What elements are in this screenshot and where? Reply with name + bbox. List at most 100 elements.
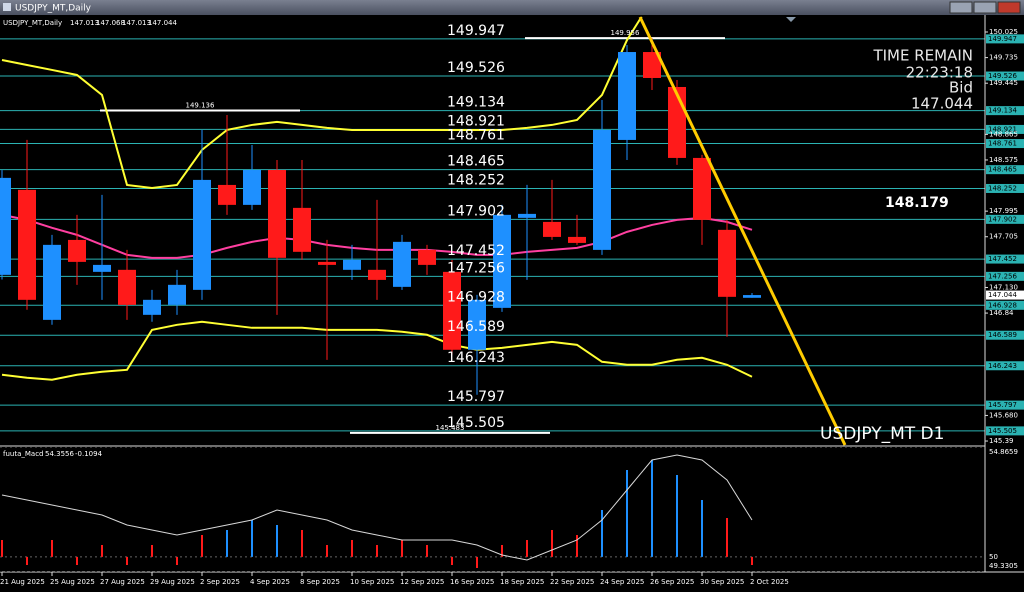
- signal-line: [1, 454, 753, 561]
- x-tick-label: 27 Aug 2025: [100, 578, 145, 586]
- close-button[interactable]: [997, 1, 1021, 14]
- level-label: 147.452: [447, 243, 505, 259]
- level-axis-label: 146.243: [988, 362, 1017, 370]
- candle-body: [593, 129, 611, 250]
- level-label: 149.526: [447, 60, 505, 76]
- x-tick-label: 10 Sep 2025: [350, 578, 394, 586]
- y-tick-label: 54.8659: [989, 448, 1018, 456]
- level-axis-box: [986, 124, 1024, 134]
- candle-body: [618, 52, 636, 140]
- candle-body: [43, 244, 61, 320]
- y-tick-label: 147.130: [989, 283, 1018, 291]
- level-axis-label: 145.505: [988, 427, 1017, 435]
- candle-body: [643, 52, 661, 78]
- marked-level-label: 149.956: [611, 29, 640, 37]
- candle-body: [0, 177, 11, 275]
- header-low: 147.013: [122, 19, 151, 27]
- time-remain-label: TIME REMAIN: [872, 47, 973, 65]
- level-axis-label: 148.252: [988, 184, 1017, 192]
- level-label: 145.505: [447, 415, 505, 431]
- candle-body: [143, 299, 161, 315]
- trend-line: [638, 16, 847, 446]
- marked-level-label: 149.136: [186, 101, 215, 109]
- y-tick-label: 145.680: [989, 411, 1018, 419]
- shift-marker: [786, 17, 796, 22]
- y-tick-label: 49.3305: [989, 562, 1018, 570]
- y-tick-label: 149.445: [989, 79, 1018, 87]
- macd-header-value: -0.1094: [75, 450, 103, 458]
- level-label: 148.921: [447, 113, 505, 129]
- x-tick-label: 29 Aug 2025: [150, 578, 195, 586]
- level-axis-label: 147.902: [988, 215, 1017, 223]
- level-label: 148.465: [447, 154, 505, 170]
- x-tick-label: 8 Sep 2025: [300, 578, 340, 586]
- candle-body: [718, 229, 736, 297]
- y-tick-label: 145.39: [989, 437, 1014, 445]
- level-axis-box: [986, 400, 1024, 410]
- level-axis-box: [986, 254, 1024, 264]
- candle-body: [218, 184, 236, 205]
- levels-layer: [0, 37, 985, 434]
- level-axis-box: [986, 214, 1024, 224]
- x-tick-label: 21 Aug 2025: [0, 578, 45, 586]
- time-remain: 22:23:18: [906, 64, 973, 82]
- macd-header-value: 54.3556: [45, 450, 74, 458]
- level-axis-box: [986, 139, 1024, 149]
- x-tick-label: 25 Aug 2025: [50, 578, 95, 586]
- window-title: USDJPY_MT,Daily: [15, 4, 92, 14]
- level-axis-box: [986, 106, 1024, 116]
- candle-body: [168, 284, 186, 305]
- y-tick-label: 149.735: [989, 54, 1018, 62]
- candle-body: [268, 169, 286, 258]
- level-axis-label: 149.134: [988, 107, 1017, 115]
- y-tick-label: 50: [989, 553, 998, 561]
- indicator-line: [1, 320, 753, 381]
- x-tick-label: 18 Sep 2025: [500, 578, 544, 586]
- y-tick-label: 148.865: [989, 130, 1018, 138]
- candle-body: [568, 236, 586, 243]
- maximize-button[interactable]: [973, 1, 997, 14]
- level-axis-box: [986, 71, 1024, 81]
- x-tick-label: 2 Oct 2025: [750, 578, 789, 586]
- candles-layer: [0, 38, 761, 395]
- level-axis-label: 148.465: [988, 166, 1017, 174]
- candle-body: [393, 241, 411, 287]
- y-tick-label: 148.575: [989, 156, 1018, 164]
- level-axis-label: 149.526: [988, 72, 1017, 80]
- level-label: 147.902: [447, 203, 505, 219]
- candle-body: [118, 269, 136, 305]
- candle-body: [343, 259, 361, 270]
- indicator-line: [1, 17, 643, 189]
- level-axis-label: 149.947: [988, 35, 1017, 43]
- level-axis-label: 148.921: [988, 125, 1017, 133]
- candle-body: [468, 299, 486, 350]
- y-tick-label: 150.025: [989, 28, 1018, 36]
- level-label: 146.243: [447, 350, 505, 366]
- candle-body: [68, 239, 86, 262]
- candle-body: [293, 207, 311, 252]
- level-label: 145.797: [447, 389, 505, 405]
- header-close: 147.044: [148, 19, 177, 27]
- minimize-button[interactable]: [949, 1, 973, 14]
- window-icon: [3, 3, 11, 11]
- candle-body: [543, 221, 561, 237]
- level-label: 148.761: [447, 128, 505, 144]
- current-price-label: 147.044: [988, 291, 1017, 299]
- axis-layer: 149.947149.526149.134148.921148.761148.4…: [0, 28, 1024, 586]
- candle-body: [693, 157, 711, 220]
- candle-body: [743, 295, 761, 298]
- level-label: 146.928: [447, 289, 505, 305]
- bid-value: 147.044: [911, 95, 973, 113]
- x-tick-label: 26 Sep 2025: [650, 578, 694, 586]
- header-open: 147.013: [70, 19, 99, 27]
- level-axis-box: [986, 271, 1024, 281]
- level-label: 148.252: [447, 172, 505, 188]
- x-tick-label: 12 Sep 2025: [400, 578, 444, 586]
- candle-body: [318, 261, 336, 265]
- level-label: 149.134: [447, 95, 505, 111]
- x-tick-label: 24 Sep 2025: [600, 578, 644, 586]
- y-tick-label: 147.705: [989, 233, 1018, 241]
- candle-body: [368, 269, 386, 280]
- candle-body: [93, 264, 111, 272]
- macd-title: fuuta_Macd: [3, 450, 44, 458]
